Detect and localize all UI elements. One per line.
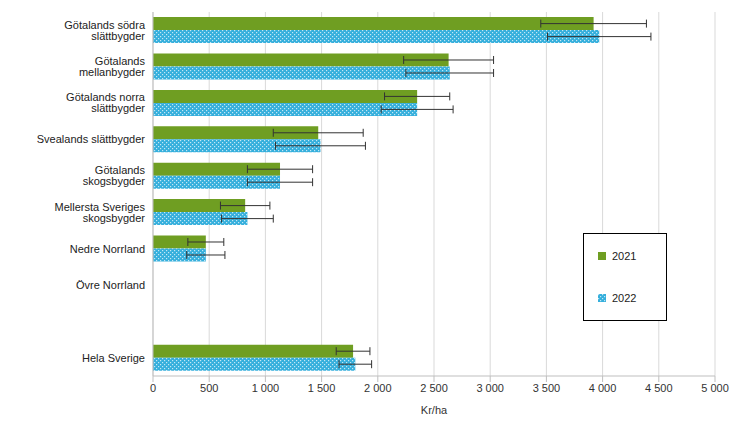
- svg-text:5 000: 5 000: [701, 382, 729, 394]
- svg-text:Mellersta Sverigesskogsbygder: Mellersta Sverigesskogsbygder: [55, 201, 146, 224]
- svg-text:4 500: 4 500: [645, 382, 673, 394]
- html-text:2021: 2021: [612, 250, 637, 262]
- html-text:2022: 2022: [612, 292, 637, 304]
- svg-text:Nedre Norrland: Nedre Norrland: [70, 243, 145, 255]
- svg-text:3 500: 3 500: [533, 382, 561, 394]
- svg-text:Hela Sverige: Hela Sverige: [82, 352, 145, 364]
- svg-text:Svealands slättbygder: Svealands slättbygder: [37, 133, 146, 145]
- svg-text:1 000: 1 000: [252, 382, 280, 394]
- svg-text:Övre Norrland: Övre Norrland: [76, 279, 145, 291]
- svg-text:Götalandsskogsbygder: Götalandsskogsbygder: [83, 164, 146, 187]
- svg-text:2 000: 2 000: [364, 382, 392, 394]
- svg-text:4 000: 4 000: [589, 382, 617, 394]
- svg-text:Götalands södraslättbygder: Götalands södraslättbygder: [64, 19, 146, 42]
- svg-text:Kr/ha: Kr/ha: [421, 404, 448, 416]
- svg-text:500: 500: [200, 382, 218, 394]
- svg-text:Götalands norraslättbygder: Götalands norraslättbygder: [66, 91, 146, 114]
- svg-text:3 000: 3 000: [476, 382, 504, 394]
- svg-text:0: 0: [150, 382, 156, 394]
- svg-text:1 500: 1 500: [308, 382, 336, 394]
- svg-text:Götalandsmellanbygder: Götalandsmellanbygder: [79, 55, 146, 78]
- svg-text:2 500: 2 500: [420, 382, 448, 394]
